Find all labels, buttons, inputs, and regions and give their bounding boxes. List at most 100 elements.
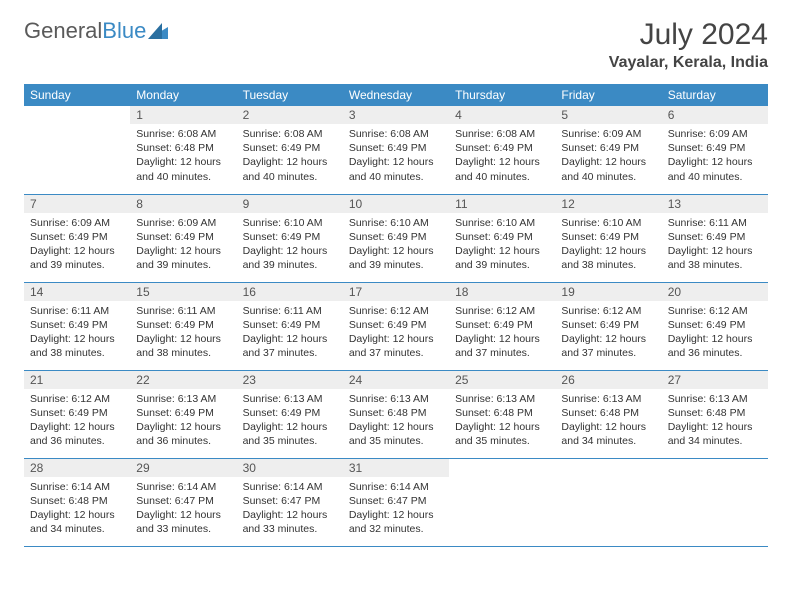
calendar-cell	[662, 458, 768, 546]
day-details: Sunrise: 6:08 AMSunset: 6:49 PMDaylight:…	[237, 124, 343, 188]
calendar-row: 28Sunrise: 6:14 AMSunset: 6:48 PMDayligh…	[24, 458, 768, 546]
daylight-line: Daylight: 12 hours and 39 minutes.	[455, 244, 549, 272]
day-details: Sunrise: 6:08 AMSunset: 6:49 PMDaylight:…	[343, 124, 449, 188]
day-number: 27	[662, 371, 768, 389]
sunrise-line: Sunrise: 6:11 AM	[243, 304, 337, 318]
sunrise-line: Sunrise: 6:13 AM	[349, 392, 443, 406]
calendar-cell: 29Sunrise: 6:14 AMSunset: 6:47 PMDayligh…	[130, 458, 236, 546]
day-number: 9	[237, 195, 343, 213]
daylight-line: Daylight: 12 hours and 40 minutes.	[455, 155, 549, 183]
day-number: 18	[449, 283, 555, 301]
calendar-body: 1Sunrise: 6:08 AMSunset: 6:48 PMDaylight…	[24, 106, 768, 546]
day-details: Sunrise: 6:14 AMSunset: 6:47 PMDaylight:…	[237, 477, 343, 541]
day-details: Sunrise: 6:13 AMSunset: 6:48 PMDaylight:…	[555, 389, 661, 453]
header: GeneralBlue July 2024 Vayalar, Kerala, I…	[24, 18, 768, 72]
day-details: Sunrise: 6:12 AMSunset: 6:49 PMDaylight:…	[449, 301, 555, 365]
daylight-line: Daylight: 12 hours and 37 minutes.	[455, 332, 549, 360]
sunset-line: Sunset: 6:49 PM	[349, 141, 443, 155]
day-details: Sunrise: 6:13 AMSunset: 6:48 PMDaylight:…	[449, 389, 555, 453]
sunset-line: Sunset: 6:49 PM	[349, 318, 443, 332]
sunrise-line: Sunrise: 6:13 AM	[136, 392, 230, 406]
weekday-header-row: SundayMondayTuesdayWednesdayThursdayFrid…	[24, 84, 768, 106]
daylight-line: Daylight: 12 hours and 38 minutes.	[561, 244, 655, 272]
sunset-line: Sunset: 6:49 PM	[455, 141, 549, 155]
sunset-line: Sunset: 6:49 PM	[561, 318, 655, 332]
day-number: 14	[24, 283, 130, 301]
calendar-cell: 17 Sunrise: 6:12 AMSunset: 6:49 PMDayligh…	[343, 282, 449, 370]
day-details: Sunrise: 6:14 AMSunset: 6:47 PMDaylight:…	[343, 477, 449, 541]
calendar-cell: 11Sunrise: 6:10 AMSunset: 6:49 PMDayligh…	[449, 194, 555, 282]
day-number: 1	[130, 106, 236, 124]
sunset-line: Sunset: 6:49 PM	[668, 318, 762, 332]
day-number: 11	[449, 195, 555, 213]
sunrise-line: Sunrise: 6:08 AM	[349, 127, 443, 141]
day-details: Sunrise: 6:09 AMSunset: 6:49 PMDaylight:…	[662, 124, 768, 188]
sunset-line: Sunset: 6:49 PM	[30, 406, 124, 420]
daylight-line: Daylight: 12 hours and 35 minutes.	[455, 420, 549, 448]
day-details: Sunrise: 6:08 AMSunset: 6:49 PMDaylight:…	[449, 124, 555, 188]
sunrise-line: Sunrise: 6:09 AM	[136, 216, 230, 230]
calendar-cell: 4Sunrise: 6:08 AMSunset: 6:49 PMDaylight…	[449, 106, 555, 194]
calendar-cell: 31Sunrise: 6:14 AMSunset: 6:47 PMDayligh…	[343, 458, 449, 546]
logo-part2: Blue	[102, 18, 146, 43]
day-details: Sunrise: 6:08 AMSunset: 6:48 PMDaylight:…	[130, 124, 236, 188]
sunrise-line: Sunrise: 6:13 AM	[243, 392, 337, 406]
sunrise-line: Sunrise: 6:12 AM	[349, 304, 443, 318]
daylight-line: Daylight: 12 hours and 39 minutes.	[243, 244, 337, 272]
day-details: Sunrise: 6:14 AMSunset: 6:48 PMDaylight:…	[24, 477, 130, 541]
day-number: 4	[449, 106, 555, 124]
daylight-line: Daylight: 12 hours and 37 minutes.	[243, 332, 337, 360]
sunrise-line: Sunrise: 6:10 AM	[349, 216, 443, 230]
day-details: Sunrise: 6:12 AMSunset: 6:49 PMDaylight:…	[662, 301, 768, 365]
day-number: 6	[662, 106, 768, 124]
sunrise-line: Sunrise: 6:09 AM	[30, 216, 124, 230]
sunrise-line: Sunrise: 6:09 AM	[668, 127, 762, 141]
day-details: Sunrise: 6:09 AMSunset: 6:49 PMDaylight:…	[24, 213, 130, 277]
day-number: 16	[237, 283, 343, 301]
sunrise-line: Sunrise: 6:08 AM	[243, 127, 337, 141]
calendar-cell: 16Sunrise: 6:11 AMSunset: 6:49 PMDayligh…	[237, 282, 343, 370]
day-details: Sunrise: 6:14 AMSunset: 6:47 PMDaylight:…	[130, 477, 236, 541]
day-number: 17	[343, 283, 449, 301]
day-details: Sunrise: 6:11 AMSunset: 6:49 PMDaylight:…	[24, 301, 130, 365]
sunrise-line: Sunrise: 6:10 AM	[455, 216, 549, 230]
calendar-cell: 28Sunrise: 6:14 AMSunset: 6:48 PMDayligh…	[24, 458, 130, 546]
calendar-cell: 18Sunrise: 6:12 AMSunset: 6:49 PMDayligh…	[449, 282, 555, 370]
day-number: 12	[555, 195, 661, 213]
daylight-line: Daylight: 12 hours and 33 minutes.	[243, 508, 337, 536]
calendar-cell: 6Sunrise: 6:09 AMSunset: 6:49 PMDaylight…	[662, 106, 768, 194]
daylight-line: Daylight: 12 hours and 36 minutes.	[668, 332, 762, 360]
day-details: Sunrise: 6:10 AMSunset: 6:49 PMDaylight:…	[555, 213, 661, 277]
day-number: 21	[24, 371, 130, 389]
daylight-line: Daylight: 12 hours and 33 minutes.	[136, 508, 230, 536]
day-number: 29	[130, 459, 236, 477]
calendar-cell: 25Sunrise: 6:13 AMSunset: 6:48 PMDayligh…	[449, 370, 555, 458]
calendar-cell: 13Sunrise: 6:11 AMSunset: 6:49 PMDayligh…	[662, 194, 768, 282]
sunset-line: Sunset: 6:49 PM	[243, 230, 337, 244]
day-number: 13	[662, 195, 768, 213]
sunset-line: Sunset: 6:49 PM	[136, 230, 230, 244]
daylight-line: Daylight: 12 hours and 40 minutes.	[561, 155, 655, 183]
calendar-cell	[555, 458, 661, 546]
sunrise-line: Sunrise: 6:13 AM	[455, 392, 549, 406]
logo-part1: General	[24, 18, 102, 43]
weekday-header: Monday	[130, 84, 236, 106]
daylight-line: Daylight: 12 hours and 37 minutes.	[349, 332, 443, 360]
sunrise-line: Sunrise: 6:14 AM	[30, 480, 124, 494]
sunset-line: Sunset: 6:49 PM	[455, 230, 549, 244]
calendar-cell: 20Sunrise: 6:12 AMSunset: 6:49 PMDayligh…	[662, 282, 768, 370]
day-number: 28	[24, 459, 130, 477]
sunset-line: Sunset: 6:49 PM	[561, 141, 655, 155]
day-details: Sunrise: 6:12 AMSunset: 6:49 PMDaylight:…	[555, 301, 661, 365]
daylight-line: Daylight: 12 hours and 40 minutes.	[668, 155, 762, 183]
day-details: Sunrise: 6:11 AMSunset: 6:49 PMDaylight:…	[130, 301, 236, 365]
day-details: Sunrise: 6:12 AMSunset: 6:49 PMDaylight:…	[24, 389, 130, 453]
weekday-header: Tuesday	[237, 84, 343, 106]
weekday-header: Friday	[555, 84, 661, 106]
day-number: 30	[237, 459, 343, 477]
weekday-header: Thursday	[449, 84, 555, 106]
location: Vayalar, Kerala, India	[609, 54, 768, 72]
day-details: Sunrise: 6:10 AMSunset: 6:49 PMDaylight:…	[449, 213, 555, 277]
calendar-cell: 10Sunrise: 6:10 AMSunset: 6:49 PMDayligh…	[343, 194, 449, 282]
weekday-header: Sunday	[24, 84, 130, 106]
